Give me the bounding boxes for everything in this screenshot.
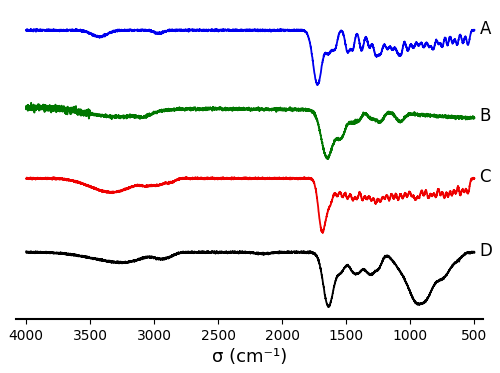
Text: B: B	[480, 107, 491, 125]
X-axis label: σ (cm⁻¹): σ (cm⁻¹)	[212, 348, 288, 366]
Text: D: D	[480, 242, 492, 260]
Text: C: C	[480, 168, 491, 186]
Text: A: A	[480, 20, 491, 38]
